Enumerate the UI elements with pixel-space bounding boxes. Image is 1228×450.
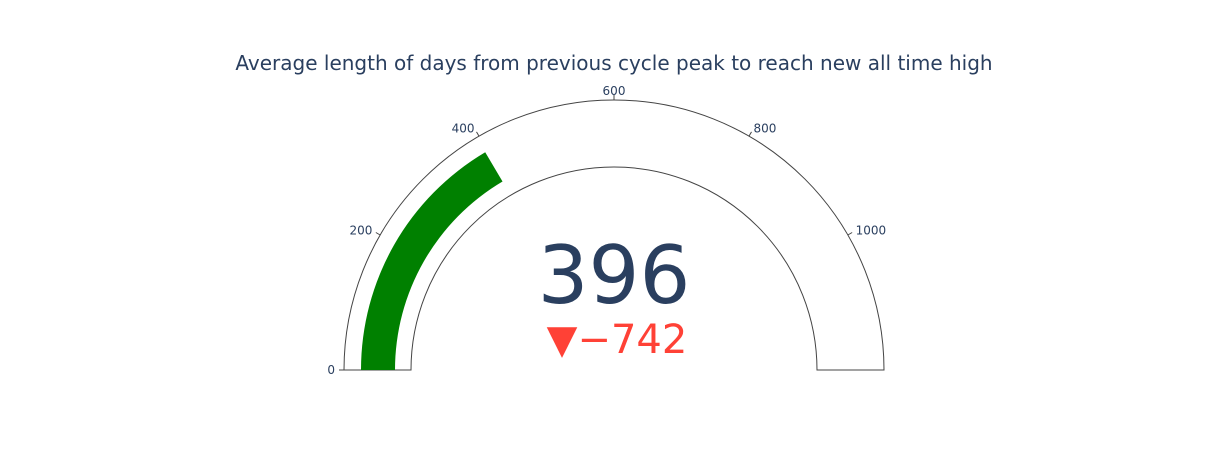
gauge-delta: ▼−742 [547,317,688,363]
gauge: 0 200 400 600 800 1000 [327,84,886,377]
chart-title: Average length of days from previous cyc… [235,51,992,75]
gauge-tick-mark [375,232,381,236]
gauge-tick-label: 200 [349,224,372,238]
gauge-ticks: 0 200 400 600 800 1000 [327,84,886,377]
gauge-value: 396 [538,229,691,322]
gauge-tick-label: 1000 [856,224,887,238]
gauge-delta-label: ▼−742 [547,317,688,363]
gauge-tick-mark [748,131,752,137]
gauge-tick-label: 0 [327,363,335,377]
gauge-tick-mark [847,232,853,236]
gauge-tick-label: 600 [603,84,626,98]
delta-value: −742 [577,317,687,363]
gauge-tick-mark [476,131,480,137]
gauge-tick-label: 400 [452,121,475,135]
gauge-tick-label: 800 [754,121,777,135]
gauge-value-bar [361,152,503,370]
delta-down-arrow-icon: ▼ [547,317,578,363]
